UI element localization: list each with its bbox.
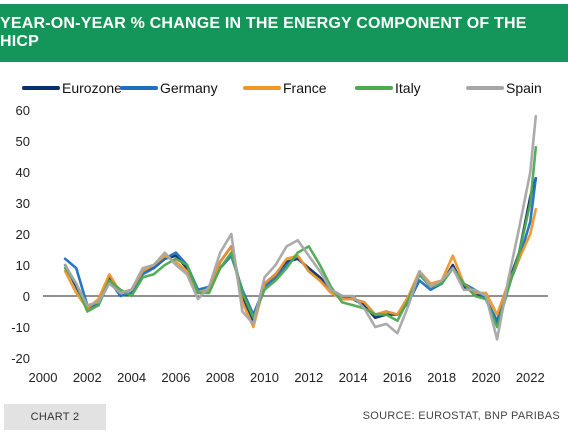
title-banner: YEAR-ON-YEAR % CHANGE IN THE ENERGY COMP… — [0, 4, 568, 62]
x-tick-label: 2000 — [29, 370, 58, 385]
y-tick-label: 50 — [16, 134, 30, 149]
y-tick-label: -20 — [11, 351, 30, 366]
source-note: SOURCE: EUROSTAT, BNP PARIBAS — [362, 410, 560, 422]
y-tick-label: 30 — [16, 196, 30, 211]
y-tick-label: -10 — [11, 320, 30, 335]
y-tick-label: 20 — [16, 227, 30, 242]
x-tick-label: 2022 — [516, 370, 545, 385]
y-tick-label: 60 — [16, 103, 30, 118]
series-line-germany — [63, 176, 538, 323]
legend-label-italy: Italy — [395, 80, 421, 96]
legend-label-spain: Spain — [506, 80, 542, 96]
x-tick-label: 2016 — [383, 370, 412, 385]
x-tick-label: 2010 — [250, 370, 279, 385]
legend-label-france: France — [283, 80, 327, 96]
y-tick-label: 40 — [16, 165, 30, 180]
legend-label-germany: Germany — [160, 80, 218, 96]
series-line-italy — [63, 145, 538, 329]
x-tick-label: 2006 — [161, 370, 190, 385]
x-tick-label: 2008 — [206, 370, 235, 385]
x-tick-label: 2004 — [117, 370, 146, 385]
y-tick-label: 10 — [16, 258, 30, 273]
x-tick-label: 2014 — [339, 370, 368, 385]
chart-number-label: CHART 2 — [4, 404, 106, 430]
chart-title: YEAR-ON-YEAR % CHANGE IN THE ENERGY COMP… — [0, 15, 527, 50]
x-tick-label: 2018 — [427, 370, 456, 385]
x-tick-label: 2020 — [472, 370, 501, 385]
series-line-spain — [63, 114, 538, 341]
x-tick-label: 2002 — [73, 370, 102, 385]
y-tick-label: 0 — [23, 289, 30, 304]
legend-label-eurozone: Eurozone — [62, 80, 122, 96]
x-tick-label: 2012 — [294, 370, 323, 385]
series-line-france — [63, 207, 538, 329]
